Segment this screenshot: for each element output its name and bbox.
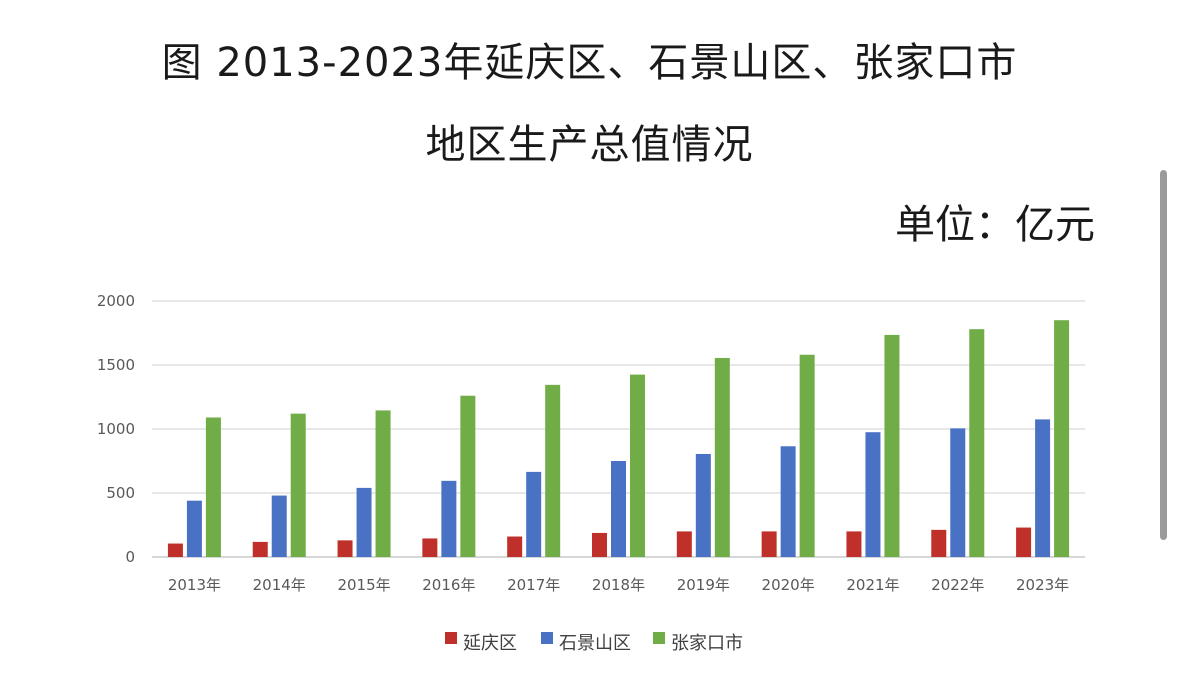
bar	[1035, 419, 1051, 557]
x-tick-label: 2023年	[1016, 576, 1069, 594]
chart-title-line-1: 图 2013-2023年延庆区、石景山区、张家口市	[161, 40, 1018, 86]
vertical-scrollbar[interactable]	[1160, 170, 1167, 540]
bar	[1054, 320, 1070, 557]
bar	[375, 410, 391, 557]
bar	[931, 529, 947, 557]
bar	[865, 432, 881, 557]
bar	[252, 541, 268, 557]
legend-label: 延庆区	[463, 633, 517, 654]
bar	[460, 395, 476, 557]
bar	[611, 461, 626, 557]
bar	[271, 495, 287, 557]
bar	[780, 446, 796, 557]
y-tick-label: 0	[125, 548, 135, 566]
x-tick-label: 2015年	[337, 576, 390, 594]
bar	[761, 531, 777, 557]
bar	[205, 417, 221, 557]
x-tick-label: 2021年	[846, 576, 899, 594]
legend: 延庆区 石景山区 张家口市	[445, 632, 743, 654]
bar	[714, 357, 730, 557]
legend-swatch	[541, 632, 553, 644]
bar	[695, 453, 711, 557]
x-tick-label: 2013年	[168, 576, 221, 594]
bars	[167, 320, 1070, 557]
gridlines	[152, 300, 1085, 558]
bar	[846, 531, 862, 557]
bar	[969, 329, 985, 557]
bar	[186, 500, 202, 557]
bar	[356, 487, 372, 557]
bar	[799, 354, 815, 557]
x-tick-label: 2020年	[762, 576, 815, 594]
bar	[950, 428, 966, 557]
x-tick-label: 2018年	[592, 576, 645, 594]
y-axis-ticks: 0 500 1000 1500 2000	[97, 292, 135, 566]
unit-label: 单位：亿元	[895, 202, 1095, 248]
bar	[507, 536, 523, 557]
y-tick-label: 2000	[97, 292, 135, 310]
legend-label: 张家口市	[671, 633, 743, 654]
legend-label: 石景山区	[559, 633, 631, 654]
x-axis-ticks: 2013年 2014年 2015年 2016年 2017年 2018年 2019年 2020年…	[168, 576, 1069, 594]
legend-swatch	[445, 632, 457, 644]
x-tick-label: 2014年	[253, 576, 306, 594]
bar	[676, 531, 692, 557]
bar	[441, 480, 457, 557]
bar	[884, 334, 900, 557]
bar	[337, 540, 353, 557]
bar	[422, 538, 438, 557]
y-tick-label: 1000	[97, 420, 135, 438]
legend-swatch	[653, 632, 665, 644]
bar	[545, 384, 561, 557]
bar	[167, 543, 183, 557]
x-tick-label: 2017年	[507, 576, 560, 594]
bar	[290, 413, 306, 557]
bar	[1016, 527, 1032, 557]
x-tick-label: 2016年	[422, 576, 475, 594]
x-tick-label: 2019年	[677, 576, 730, 594]
y-tick-label: 500	[106, 484, 135, 502]
chart-title-line-2: 地区生产总值情况	[425, 122, 754, 168]
bar	[630, 374, 645, 557]
bar	[526, 471, 542, 557]
x-tick-label: 2022年	[931, 576, 984, 594]
y-tick-label: 1500	[97, 356, 135, 374]
bar	[592, 532, 607, 557]
